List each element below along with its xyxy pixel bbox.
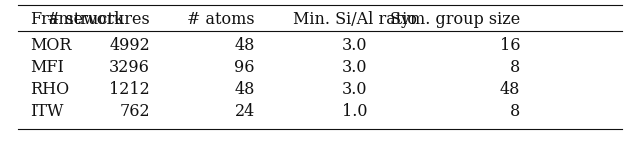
Text: 8: 8 xyxy=(509,60,520,77)
Text: # atoms: # atoms xyxy=(188,10,255,27)
Text: MFI: MFI xyxy=(30,60,64,77)
Text: 762: 762 xyxy=(120,103,150,121)
Text: 3.0: 3.0 xyxy=(342,60,368,77)
Text: 16: 16 xyxy=(499,38,520,55)
Text: 1.0: 1.0 xyxy=(342,103,368,121)
Text: 96: 96 xyxy=(234,60,255,77)
Text: 4992: 4992 xyxy=(109,38,150,55)
Text: 48: 48 xyxy=(235,38,255,55)
Text: ITW: ITW xyxy=(30,103,63,121)
Text: Min. Si/Al ratio: Min. Si/Al ratio xyxy=(293,10,417,27)
Text: # structures: # structures xyxy=(47,10,150,27)
Text: 24: 24 xyxy=(235,103,255,121)
Text: Framework: Framework xyxy=(30,10,124,27)
Text: 48: 48 xyxy=(500,81,520,99)
Text: RHO: RHO xyxy=(30,81,69,99)
Text: 3.0: 3.0 xyxy=(342,38,368,55)
Text: 3.0: 3.0 xyxy=(342,81,368,99)
Text: 3296: 3296 xyxy=(109,60,150,77)
Text: 8: 8 xyxy=(509,103,520,121)
Text: 48: 48 xyxy=(235,81,255,99)
Text: MOR: MOR xyxy=(30,38,72,55)
Text: 1212: 1212 xyxy=(109,81,150,99)
Text: Sym. group size: Sym. group size xyxy=(390,10,520,27)
